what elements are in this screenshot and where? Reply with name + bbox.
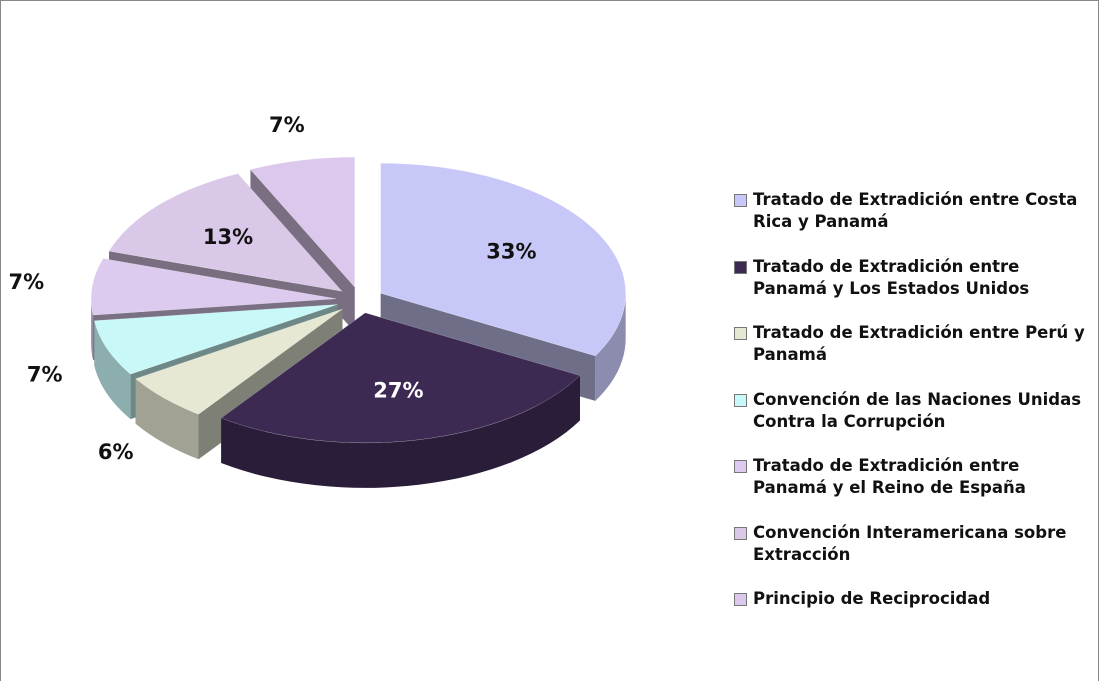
legend-item: Tratado de Extradición entre Perú y Pana… — [733, 322, 1093, 366]
data-label: 7% — [27, 363, 63, 387]
slice-side — [91, 298, 94, 361]
legend-item: Tratado de Extradición entre Panamá y el… — [733, 455, 1093, 499]
data-label: 7% — [269, 113, 305, 137]
data-label: 7% — [9, 270, 45, 294]
slice-group — [220, 312, 581, 488]
slice-side — [221, 375, 580, 488]
legend-swatch — [734, 593, 747, 606]
legend-item: Tratado de Extradición entre Costa Rica … — [733, 189, 1093, 233]
legend-label: Convención Interamericana sobre Extracci… — [753, 522, 1067, 564]
slice-side — [135, 378, 199, 460]
legend-label: Tratado de Extradición entre Costa Rica … — [753, 190, 1078, 231]
slice-side — [94, 320, 131, 420]
legend-item: Convención Interamericana sobre Extracci… — [733, 522, 1093, 566]
legend-item: Principio de Reciprocidad — [733, 588, 1093, 632]
pie-slice — [135, 308, 343, 415]
pie-slice — [108, 173, 343, 292]
legend-label: Tratado de Extradición entre Panamá y el… — [753, 456, 1026, 497]
legend-swatch — [734, 194, 747, 207]
pie-slice — [94, 304, 338, 375]
pie-slice — [90, 258, 337, 316]
pie-slice — [249, 156, 356, 288]
data-label: 6% — [98, 440, 134, 464]
legend-swatch — [734, 327, 747, 340]
legend-label: Tratado de Extradición entre Panamá y Lo… — [753, 256, 1030, 298]
legend-label: Convención de las Naciones Unidas Contra… — [753, 389, 1082, 431]
data-label: 27% — [373, 379, 423, 403]
data-label: 33% — [486, 239, 536, 263]
legend-label: Tratado de Extradición entre Perú y Pana… — [753, 323, 1085, 364]
legend-label: Principio de Reciprocidad — [753, 589, 991, 608]
legend-swatch — [734, 393, 747, 407]
legend-item: Tratado de Extradición entre Panamá y Lo… — [733, 256, 1093, 300]
data-label: 13% — [203, 225, 253, 249]
legend-swatch — [734, 526, 747, 540]
pie-slice — [380, 163, 626, 357]
legend-swatch — [734, 260, 747, 274]
slice-side — [595, 293, 626, 401]
legend-item: Convención de las Naciones Unidas Contra… — [733, 389, 1093, 433]
legend-swatch — [734, 460, 747, 473]
legend: Tratado de Extradición entre Costa Rica … — [733, 189, 1093, 655]
pie-slice — [220, 312, 581, 444]
